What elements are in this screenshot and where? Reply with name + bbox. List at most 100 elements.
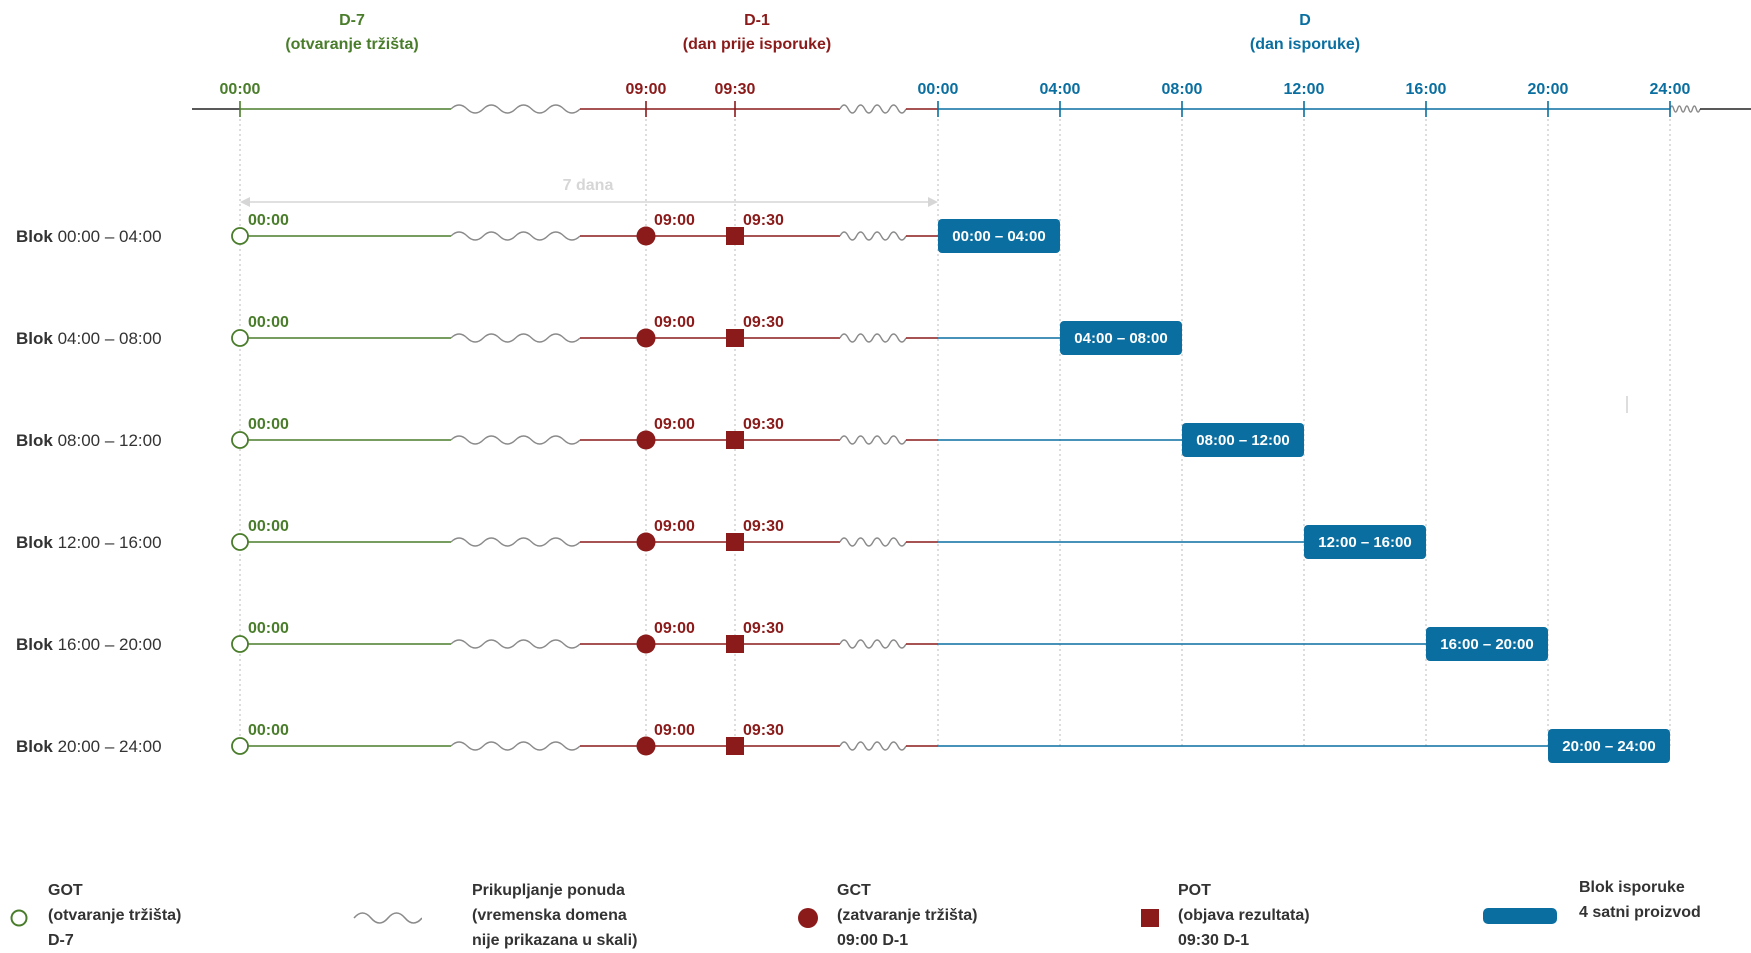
delivery-block-box-5 (1548, 729, 1670, 763)
delivery-block-label-4: 16:00 – 20:00 (1440, 636, 1533, 653)
row-gct-time-0: 09:00 (654, 212, 695, 229)
axis-tick-label-gct: 09:00 (626, 81, 667, 98)
delivery-block-box-0 (938, 219, 1060, 253)
row-pot-time-5: 09:30 (743, 722, 784, 739)
axis-wave-2 (839, 104, 907, 114)
row-wave-1-3 (450, 537, 581, 547)
row-open-time-3: 00:00 (248, 518, 289, 535)
row-open-time-4: 00:00 (248, 620, 289, 637)
got-marker-icon (231, 329, 249, 347)
row-open-time-2: 00:00 (248, 416, 289, 433)
filled-circle-icon (798, 908, 818, 928)
row-wave-2-4 (839, 639, 907, 649)
axis-tick-label-pot: 09:30 (715, 81, 756, 98)
axis-wave-3 (1669, 105, 1701, 113)
axis-wave-1 (450, 104, 581, 114)
legend-gct-line-2: (zatvaranje tržišta) (837, 907, 978, 924)
row-wave-2-2 (839, 435, 907, 445)
row-open-time-5: 00:00 (248, 722, 289, 739)
got-marker-icon (231, 533, 249, 551)
axis-tick-label-open: 00:00 (220, 81, 261, 98)
row-label-5: Blok 20:00 – 24:00 (16, 737, 162, 756)
pot-marker-icon (726, 635, 744, 653)
gct-marker-icon (636, 736, 656, 756)
legend-pot-line-2: (objava rezultata) (1178, 907, 1310, 924)
gct-marker-icon (636, 430, 656, 450)
legend-block-line-1: Blok isporuke (1579, 879, 1685, 896)
span-arrow-head-left (240, 197, 250, 207)
got-marker-icon (231, 635, 249, 653)
row-pot-time-1: 09:30 (743, 314, 784, 331)
row-label-prefix: Blok (16, 431, 53, 450)
pot-marker-icon (726, 227, 744, 245)
row-pot-time-2: 09:30 (743, 416, 784, 433)
axis-tick-label-d24: 24:00 (1650, 81, 1691, 98)
delivery-block-label-5: 20:00 – 24:00 (1562, 738, 1655, 755)
gct-marker-icon (636, 532, 656, 552)
row-label-3: Blok 12:00 – 16:00 (16, 533, 162, 552)
row-label-4: Blok 16:00 – 20:00 (16, 635, 162, 654)
span-label: 7 dana (563, 177, 614, 194)
delivery-block-box-1 (1060, 321, 1182, 355)
gct-marker-icon (636, 634, 656, 654)
header-d1-subtitle: (dan prije isporuke) (683, 36, 831, 53)
wave-icon (353, 912, 422, 924)
delivery-block-swatch-icon (1483, 908, 1557, 924)
row-wave-2-1 (839, 333, 907, 343)
axis-tick-label-d16: 16:00 (1406, 81, 1447, 98)
row-wave-1-5 (450, 741, 581, 751)
pot-marker-icon (726, 533, 744, 551)
legend-pot-line-3: 09:30 D-1 (1178, 932, 1250, 949)
row-label-name: 00:00 – 04:00 (53, 227, 162, 246)
row-label-prefix: Blok (16, 737, 53, 756)
row-wave-2-0 (839, 231, 907, 241)
legend-got-line-2: (otvaranje tržišta) (48, 907, 182, 924)
row-label-1: Blok 04:00 – 08:00 (16, 329, 162, 348)
legend-wave-line-3: nije prikazana u skali) (472, 932, 638, 949)
row-gct-time-5: 09:00 (654, 722, 695, 739)
gct-marker-icon (636, 226, 656, 246)
row-label-name: 12:00 – 16:00 (53, 533, 162, 552)
legend-wave-line-1: Prikupljanje ponuda (472, 882, 625, 899)
delivery-block-label-2: 08:00 – 12:00 (1196, 432, 1289, 449)
row-label-0: Blok 00:00 – 04:00 (16, 227, 162, 246)
row-label-name: 16:00 – 20:00 (53, 635, 162, 654)
row-wave-1-4 (450, 639, 581, 649)
filled-square-icon (1141, 909, 1159, 927)
row-label-2: Blok 08:00 – 12:00 (16, 431, 162, 450)
axis-tick-label-d4: 04:00 (1040, 81, 1081, 98)
span-arrow-head-right (928, 197, 938, 207)
legend-gct-line-1: GCT (837, 882, 871, 899)
row-label-name: 04:00 – 08:00 (53, 329, 162, 348)
legend-block-line-2: 4 satni proizvod (1579, 904, 1701, 921)
row-pot-time-0: 09:30 (743, 212, 784, 229)
delivery-block-box-3 (1304, 525, 1426, 559)
header-d-title: D (1299, 12, 1311, 29)
row-gct-time-3: 09:00 (654, 518, 695, 535)
header-d7-title: D-7 (339, 12, 365, 29)
row-label-prefix: Blok (16, 635, 53, 654)
row-gct-time-1: 09:00 (654, 314, 695, 331)
row-label-name: 08:00 – 12:00 (53, 431, 162, 450)
row-label-prefix: Blok (16, 329, 53, 348)
legend-gct-line-3: 09:00 D-1 (837, 932, 909, 949)
pot-marker-icon (726, 431, 744, 449)
row-label-prefix: Blok (16, 533, 53, 552)
open-circle-icon (10, 909, 28, 927)
delivery-block-label-0: 00:00 – 04:00 (952, 228, 1045, 245)
row-open-time-1: 00:00 (248, 314, 289, 331)
delivery-block-label-1: 04:00 – 08:00 (1074, 330, 1167, 347)
row-wave-2-3 (839, 537, 907, 547)
got-marker-icon (231, 431, 249, 449)
delivery-block-box-2 (1182, 423, 1304, 457)
row-gct-time-4: 09:00 (654, 620, 695, 637)
legend-pot-line-1: POT (1178, 882, 1211, 899)
pot-marker-icon (726, 737, 744, 755)
legend-got-line-1: GOT (48, 882, 83, 899)
axis-tick-label-d8: 08:00 (1162, 81, 1203, 98)
legend: GOT (otvaranje tržišta) D-7 Prikupljanje… (0, 878, 1751, 953)
got-marker-icon (231, 227, 249, 245)
gct-marker-icon (636, 328, 656, 348)
row-wave-1-1 (450, 333, 581, 343)
row-gct-time-2: 09:00 (654, 416, 695, 433)
